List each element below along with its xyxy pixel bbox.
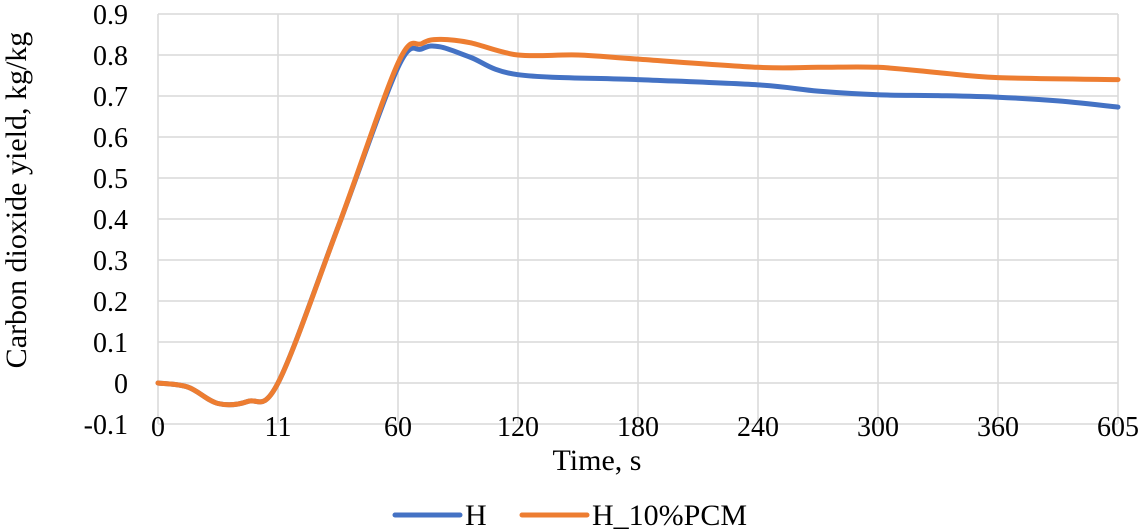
y-tick-label: 0.4 [93, 205, 128, 236]
x-tick-label: 0 [151, 412, 165, 443]
x-tick-label: 360 [977, 412, 1019, 443]
x-tick-label: 240 [737, 412, 779, 443]
x-tick-label: 300 [857, 412, 899, 443]
y-tick-label: 0.8 [93, 41, 128, 72]
y-axis-title: Carbon dioxide yield, kg/kg [0, 32, 33, 369]
x-axis-ticks: 0 11 60 120 180 240 300 360 605 [151, 412, 1139, 443]
y-tick-label: -0.1 [84, 410, 128, 441]
y-tick-label: 0.3 [93, 246, 128, 277]
y-axis-ticks: -0.1 0 0.1 0.2 0.3 0.4 0.5 0.6 0.7 0.8 0.9 [84, 0, 128, 441]
x-tick-label: 60 [384, 412, 412, 443]
x-tick-label: 120 [497, 412, 539, 443]
x-tick-label: 11 [265, 412, 292, 443]
x-tick-label: 605 [1097, 412, 1139, 443]
y-tick-label: 0.6 [93, 123, 128, 154]
series-lines [155, 36, 1121, 408]
legend-label: H_10%PCM [592, 499, 747, 530]
y-tick-label: 0.2 [93, 287, 128, 318]
y-tick-label: 0.5 [93, 164, 128, 195]
y-tick-label: 0 [114, 369, 128, 400]
y-tick-label: 0.7 [93, 82, 128, 113]
y-tick-label: 0.1 [93, 328, 128, 359]
y-tick-label: 0.9 [93, 0, 128, 31]
series-line-h-10pcm [155, 36, 1121, 408]
x-tick-label: 180 [617, 412, 659, 443]
x-axis-title: Time, s [553, 444, 642, 477]
legend: H H_10%PCM [392, 499, 747, 530]
gridlines [157, 13, 1119, 425]
legend-label: H [465, 499, 487, 530]
